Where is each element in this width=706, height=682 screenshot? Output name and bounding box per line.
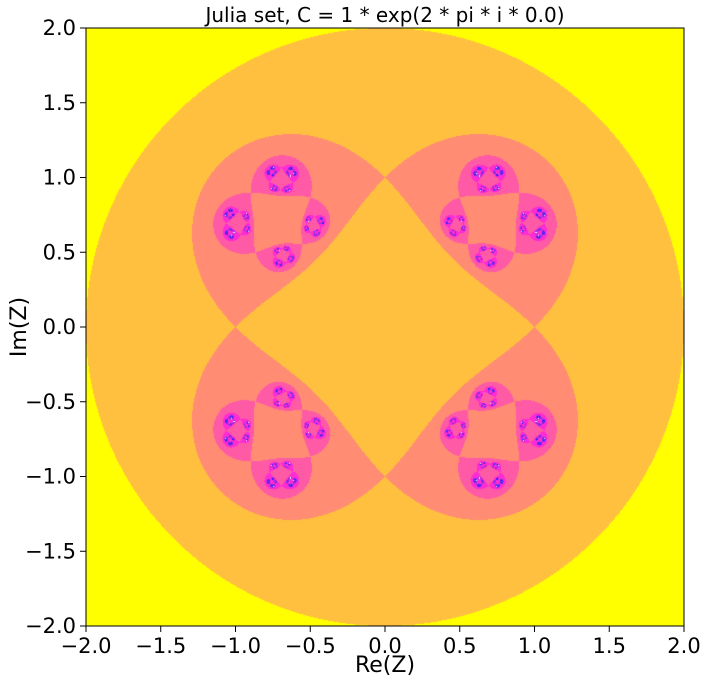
x-tick-label: −1.0 [210,634,261,658]
plot-area [86,28,684,626]
y-tick-label: 2.0 [43,16,76,40]
x-tick-label: 1.0 [518,634,551,658]
y-tick-label: −2.0 [25,614,76,638]
x-axis-ticks: −2.0 −1.5 −1.0 −0.5 0.0 0.5 1.0 1.5 2.0 [61,626,701,658]
x-tick-label: 1.5 [593,634,626,658]
x-tick-label: 0.5 [443,634,476,658]
x-tick-label: −2.0 [61,634,112,658]
x-axis-label: Re(Z) [355,653,415,678]
y-axis-ticks: −2.0 −1.5 −1.0 −0.5 0.0 0.5 1.0 1.5 2.0 [25,16,86,638]
x-tick-label: −0.5 [285,634,336,658]
julia-set-raster [86,28,684,626]
x-tick-label: 0.0 [368,634,401,658]
y-axis-label: Im(Z) [7,297,32,357]
y-tick-label: 1.0 [43,166,76,190]
x-tick-label: −1.5 [135,634,186,658]
y-tick-label: −1.0 [25,465,76,489]
y-tick-label: −0.5 [25,390,76,414]
chart-title: Julia set, C = 1 * exp(2 * pi * i * 0.0) [203,3,564,27]
y-tick-label: 1.5 [43,91,76,115]
x-tick-label: 2.0 [667,634,700,658]
y-tick-label: 0.5 [43,240,76,264]
y-tick-label: 0.0 [43,315,76,339]
y-tick-label: −1.5 [25,539,76,563]
